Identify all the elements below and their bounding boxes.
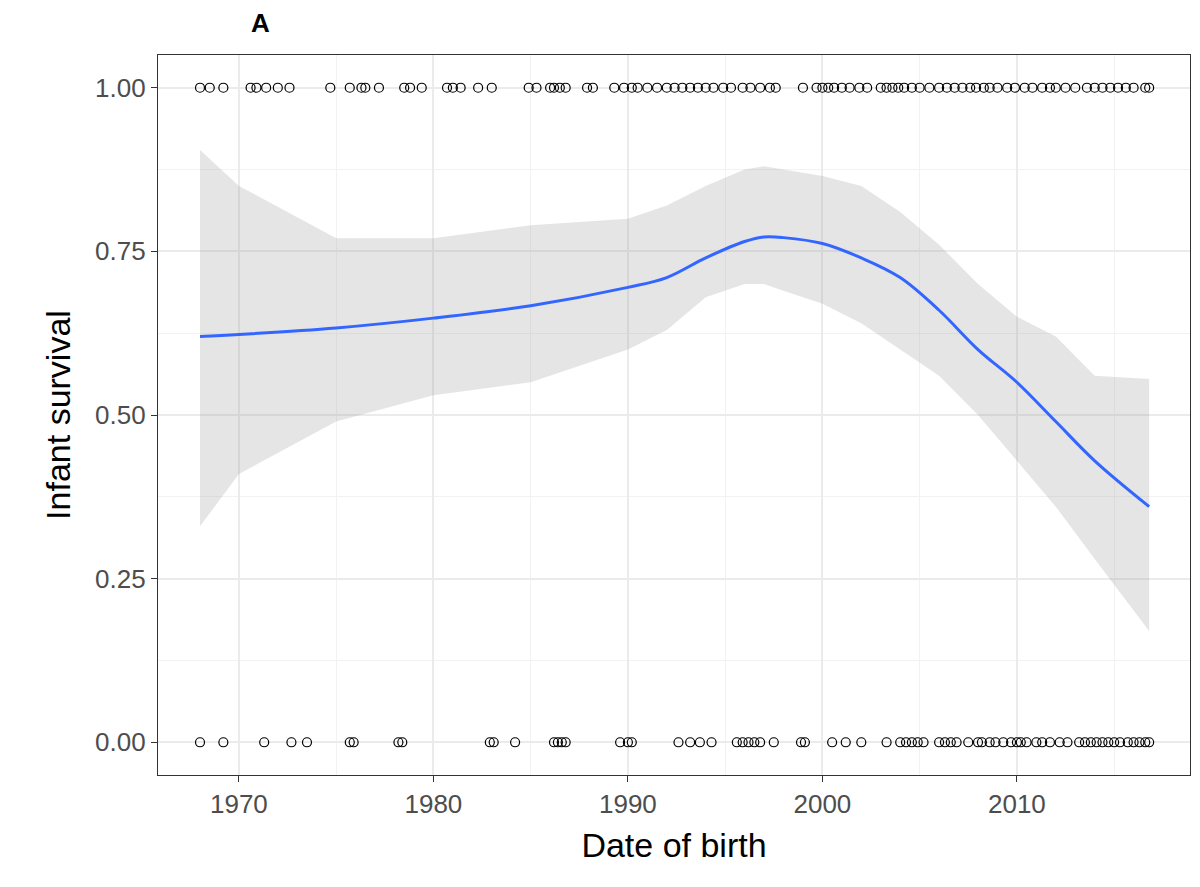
svg-text:1.00: 1.00 <box>95 73 146 103</box>
svg-text:0.50: 0.50 <box>95 400 146 430</box>
svg-text:0.00: 0.00 <box>95 727 146 757</box>
svg-text:1990: 1990 <box>599 789 657 819</box>
svg-text:0.25: 0.25 <box>95 564 146 594</box>
svg-text:A: A <box>251 8 270 38</box>
svg-text:1970: 1970 <box>210 789 268 819</box>
svg-text:Date of birth: Date of birth <box>581 826 766 864</box>
svg-text:0.75: 0.75 <box>95 236 146 266</box>
svg-text:2000: 2000 <box>793 789 851 819</box>
svg-text:2010: 2010 <box>988 789 1046 819</box>
svg-text:Infant survival: Infant survival <box>39 310 77 520</box>
svg-text:1980: 1980 <box>404 789 462 819</box>
